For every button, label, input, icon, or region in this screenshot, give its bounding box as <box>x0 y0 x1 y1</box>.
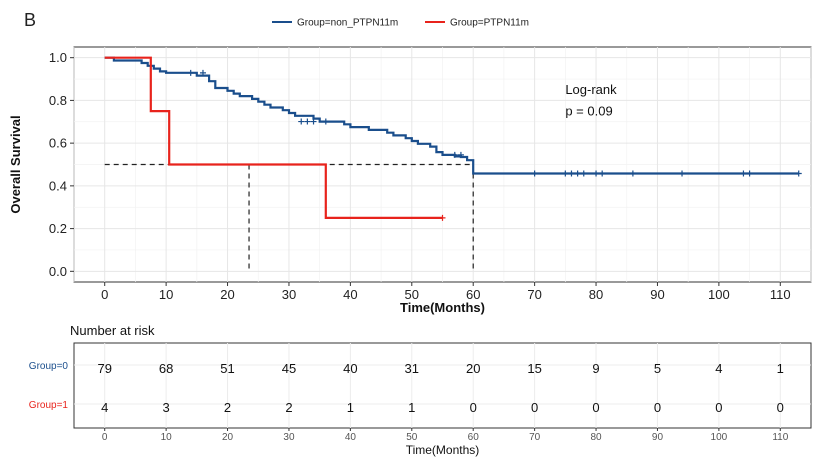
censor-mark <box>580 170 587 177</box>
tick-label-y: 0.2 <box>49 221 67 236</box>
risk-value: 9 <box>592 361 599 376</box>
logrank-label: Log-rank <box>565 82 617 97</box>
risk-tick-label: 20 <box>222 432 234 443</box>
km-plot: 0 10 20 30 40 50 60 70 80 90 100 110 0.0 0.2 0.4 0.6 0.8… <box>8 46 812 315</box>
censor-mark <box>451 151 458 158</box>
tick-label-x: 30 <box>282 287 296 302</box>
risk-value: 3 <box>163 400 170 415</box>
censor-mark <box>439 214 446 221</box>
x-axis-title: Time(Months) <box>400 300 485 315</box>
risk-value: 4 <box>101 400 108 415</box>
censor-mark <box>187 69 194 76</box>
risk-tick-label: 60 <box>468 432 480 443</box>
risk-tick-label: 100 <box>711 432 728 443</box>
risk-row-label: Group=0 <box>29 361 69 372</box>
tick-label-x: 90 <box>650 287 664 302</box>
risk-value: 79 <box>97 361 111 376</box>
censor-mark <box>531 170 538 177</box>
risk-value: 5 <box>654 361 661 376</box>
risk-value: 2 <box>224 400 231 415</box>
censor-mark <box>746 170 753 177</box>
risk-tick-label: 10 <box>161 432 173 443</box>
risk-value: 1 <box>777 361 784 376</box>
censor-mark <box>562 170 569 177</box>
legend: Group=non_PTPN11m Group=PTPN11m <box>272 18 529 29</box>
risk-value: 0 <box>470 400 477 415</box>
censor-mark <box>593 170 600 177</box>
tick-label-x: 80 <box>589 287 603 302</box>
series-line-ptpn11m <box>104 56 443 219</box>
risk-value: 31 <box>405 361 419 376</box>
risk-x-axis-title: Time(Months) <box>406 443 480 457</box>
risk-tick-label: 50 <box>406 432 418 443</box>
tick-label-x: 70 <box>527 287 541 302</box>
tick-label-x: 110 <box>770 287 791 302</box>
censor-mark <box>568 170 575 177</box>
risk-value: 1 <box>347 400 354 415</box>
risk-value: 40 <box>343 361 357 376</box>
censor-mark <box>199 69 206 76</box>
risk-tick-label: 30 <box>283 432 295 443</box>
panel-label: B <box>24 10 37 30</box>
tick-label-x: 10 <box>159 287 173 302</box>
y-axis-title: Overall Survival <box>8 115 23 213</box>
tick-label-y: 0.0 <box>49 264 67 279</box>
risk-value: 1 <box>408 400 415 415</box>
risk-table-panel <box>73 342 812 429</box>
censor-mark <box>795 170 802 177</box>
risk-value: 20 <box>466 361 480 376</box>
pvalue-label: p = 0.09 <box>565 103 612 118</box>
risk-value: 2 <box>285 400 292 415</box>
risk-tick-label: 0 <box>102 432 108 443</box>
censor-mark <box>304 118 311 125</box>
risk-value: 0 <box>654 400 661 415</box>
risk-value: 0 <box>777 400 784 415</box>
censor-mark <box>599 170 606 177</box>
risk-value: 0 <box>715 400 722 415</box>
risk-value: 0 <box>531 400 538 415</box>
risk-value: 0 <box>592 400 599 415</box>
risk-value: 4 <box>715 361 722 376</box>
tick-label-x: 20 <box>220 287 234 302</box>
risk-value: 68 <box>159 361 173 376</box>
risk-tick-label: 70 <box>529 432 541 443</box>
tick-label-x: 40 <box>343 287 357 302</box>
censor-mark <box>629 170 636 177</box>
risk-row-label: Group=1 <box>29 400 69 411</box>
risk-tick-label: 90 <box>652 432 664 443</box>
tick-label-x: 50 <box>405 287 419 302</box>
censor-mark <box>740 170 747 177</box>
risk-table-title: Number at risk <box>70 323 155 338</box>
legend-label: Group=PTPN11m <box>450 18 529 29</box>
risk-value: 51 <box>220 361 234 376</box>
risk-value: 15 <box>527 361 541 376</box>
censor-mark <box>457 151 464 158</box>
legend-label: Group=non_PTPN11m <box>297 18 398 29</box>
risk-tick-label: 80 <box>590 432 602 443</box>
risk-value: 45 <box>282 361 296 376</box>
censor-mark <box>322 118 329 125</box>
tick-label-y: 0.4 <box>49 178 67 193</box>
risk-tick-label: 110 <box>772 432 788 443</box>
tick-label-y: 1.0 <box>49 50 67 65</box>
censor-mark <box>679 170 686 177</box>
tick-label-x: 100 <box>708 287 730 302</box>
tick-label-x: 60 <box>466 287 480 302</box>
series-line-non-ptpn11m <box>104 56 799 175</box>
tick-label-y: 0.6 <box>49 136 67 151</box>
tick-label-x: 0 <box>101 287 108 302</box>
censor-mark <box>310 118 317 125</box>
tick-label-y: 0.8 <box>49 93 67 108</box>
censor-mark <box>298 118 305 125</box>
risk-tick-label: 40 <box>345 432 357 443</box>
censor-mark <box>574 170 581 177</box>
